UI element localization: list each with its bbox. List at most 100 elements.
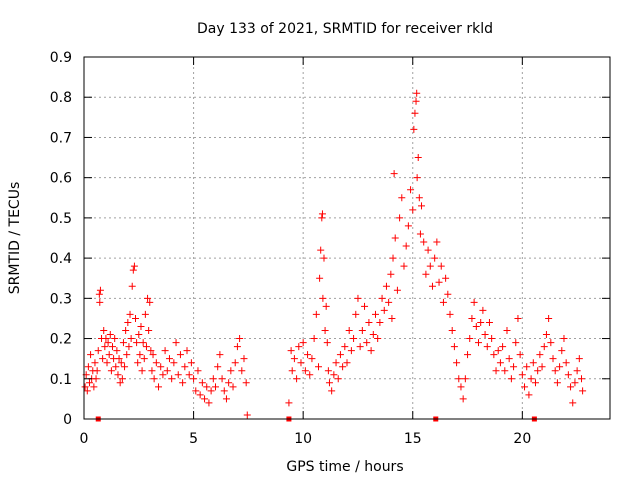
data-point [172,339,180,347]
data-point [312,310,320,318]
data-point [187,359,195,367]
data-point [95,290,103,298]
data-point [391,234,399,242]
data-point [571,379,579,387]
y-tick-label: 0.1 [50,372,72,388]
data-point [115,355,123,363]
data-point [442,274,450,282]
data-point [404,222,412,230]
data-point [428,282,436,290]
data-point [81,383,89,391]
y-tick-label: 0.6 [50,171,72,187]
data-point [446,310,454,318]
data-point [527,375,535,383]
y-axis-label: SRMTID / TECUs [7,182,23,295]
data-point [521,383,529,391]
data-point [488,335,496,343]
data-point [297,359,305,367]
data-point [415,194,423,202]
data-point [229,383,237,391]
data-point [290,355,298,363]
data-point [318,210,326,218]
data-point [125,343,133,351]
data-point [575,355,583,363]
data-point [387,270,395,278]
data-point [105,351,113,359]
data-point [85,379,93,387]
data-point [122,327,130,335]
x-tick-label: 20 [513,431,531,447]
y-tick-label: 0.5 [50,211,72,227]
data-point [103,359,111,367]
data-point [212,383,219,391]
tick-labels: 0 0.1 0.2 0.3 0.4 0.5 0.6 0.7 0.8 0.9 0 5 10 15 20 [50,50,532,447]
data-point [514,314,522,322]
data-point [545,314,553,322]
data-point [562,359,570,367]
data-point [411,109,419,117]
data-point [505,355,513,363]
data-point [453,359,461,367]
data-point [534,367,542,375]
data-point [385,298,393,306]
data-point [119,339,127,347]
data-point [426,262,434,270]
data-point [439,298,447,306]
data-point [152,359,160,367]
data-point [459,395,467,403]
data-point [231,359,239,367]
data-point [319,294,327,302]
data-point [201,395,209,403]
data-point [134,359,142,367]
data-point [306,371,314,379]
data-point [238,367,246,375]
data-point [388,314,396,322]
data-point [94,347,102,355]
data-point [127,335,135,343]
data-point [243,411,251,419]
data-point [181,363,189,371]
data-point [390,170,398,178]
data-point [114,371,122,379]
data-point [315,363,323,371]
data-point [136,351,144,359]
data-point [330,371,338,379]
y-tick-label: 0.4 [50,251,72,267]
plot-frame [83,56,611,420]
data-point [214,363,222,371]
data-point [396,214,404,222]
data-point [287,347,295,355]
data-point [194,367,202,375]
data-point [413,89,421,97]
data-point [402,242,410,250]
data-point [529,359,537,367]
data-point [477,318,485,326]
y-tick-label: 0 [63,412,72,428]
data-point [104,339,112,347]
data-point [299,339,307,347]
data-point [128,282,136,290]
data-point [407,186,415,194]
data-point [96,298,104,306]
data-point [222,395,230,403]
data-point [146,298,154,306]
data-point [328,387,336,395]
data-point [150,375,158,383]
data-point [371,310,379,318]
x-tick-label: 5 [189,431,198,447]
data-point [106,331,114,339]
data-point [301,367,309,375]
data-points [81,89,587,419]
data-point [389,254,397,262]
data-point [461,375,469,383]
data-point [126,310,134,318]
data-point [107,367,115,375]
x-tick-label: 0 [80,431,89,447]
data-point [512,339,520,347]
data-point [209,375,217,383]
data-point [149,351,157,359]
data-point [433,238,441,246]
data-point [466,335,474,343]
data-point [165,355,173,363]
data-point [322,302,330,310]
